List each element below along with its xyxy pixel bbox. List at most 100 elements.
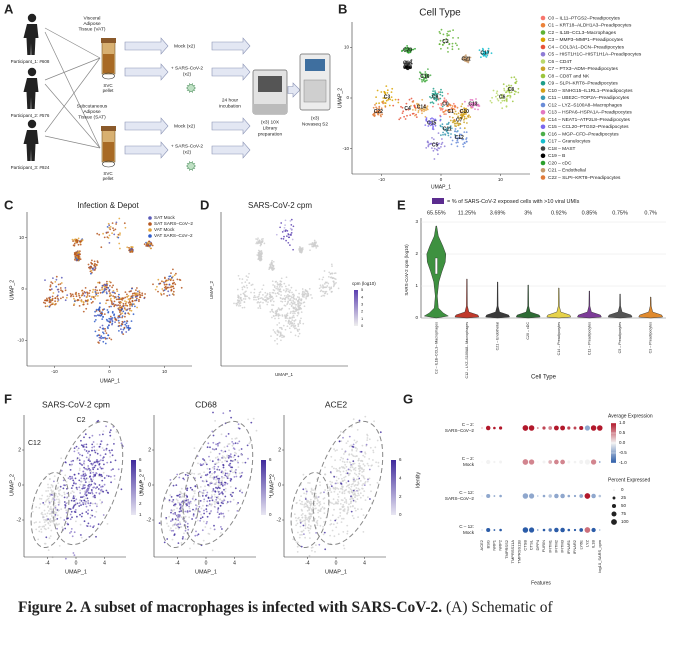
cell-point (186, 525, 189, 528)
cell-point (48, 301, 51, 304)
legend-tick: -1.0 (619, 460, 627, 465)
cluster-tag: C11 (443, 126, 452, 132)
cell-point (46, 512, 49, 515)
cell-point (71, 477, 74, 480)
cell-point (431, 117, 433, 119)
cell-point (53, 505, 55, 508)
cell-point (369, 483, 372, 486)
cell-point (91, 491, 93, 494)
cell-point (66, 522, 69, 525)
cell-point (421, 98, 424, 101)
cell-point (288, 291, 291, 294)
cell-point (47, 483, 49, 486)
cell-point (407, 66, 410, 68)
cell-point (345, 488, 347, 491)
cell-point (454, 128, 457, 130)
expression-dot (536, 427, 539, 429)
panel-title: CD68 (195, 399, 217, 409)
cell-point (106, 337, 108, 340)
cell-point (451, 48, 454, 51)
cell-point (442, 44, 444, 46)
cell-point (414, 47, 416, 50)
cell-point (104, 287, 106, 290)
expression-dot (554, 493, 559, 499)
cell-point (299, 518, 302, 521)
cell-point (342, 504, 345, 506)
cell-point (203, 498, 206, 501)
legend-label: C7 – PTX3–ADM–Preadipocytes (548, 66, 618, 72)
cell-point (353, 492, 356, 495)
cell-point (116, 288, 118, 291)
cell-point (514, 82, 517, 85)
cell-point (122, 302, 125, 305)
cell-point (238, 303, 241, 305)
cell-point (50, 515, 53, 517)
cell-point (314, 497, 316, 500)
cell-point (363, 490, 366, 492)
cell-point (387, 98, 390, 101)
cell-point (121, 308, 124, 310)
cell-point (280, 283, 283, 286)
legend-label: C18 – MAST (548, 146, 576, 152)
cell-point (311, 520, 314, 522)
cell-point (78, 305, 81, 307)
cell-point (482, 49, 484, 52)
cell-point (439, 39, 442, 42)
cell-point (205, 494, 208, 496)
cell-point (163, 286, 166, 289)
legend-tick: -0.5 (619, 450, 627, 455)
cell-point (118, 322, 120, 324)
cell-point (172, 512, 175, 515)
cell-point (232, 471, 234, 474)
cell-point (448, 103, 451, 105)
cell-point (170, 511, 172, 514)
cell-point (265, 299, 267, 301)
cell-point (456, 145, 459, 148)
cell-point (45, 536, 48, 539)
cell-point (74, 511, 77, 513)
cell-point (286, 302, 289, 305)
cell-point (442, 131, 444, 134)
cell-point (440, 88, 442, 91)
cell-point (85, 456, 88, 459)
feature-label: TMPRSS11A (510, 540, 515, 564)
cell-point (390, 96, 393, 98)
cell-point (376, 89, 379, 92)
cell-point (323, 491, 325, 494)
cell-point (274, 292, 277, 295)
cell-point (181, 496, 184, 498)
cell-point (437, 147, 440, 149)
y-tick-label: 0 (21, 286, 24, 291)
cell-point (83, 460, 86, 462)
cell-point (87, 522, 90, 525)
cell-point (291, 238, 294, 241)
cell-point (241, 471, 244, 474)
cell-point (353, 485, 356, 487)
cell-point (247, 276, 249, 279)
legend-label: C11 – UBE2C–TOP2A–Preadipocytes (548, 95, 630, 101)
cell-point (192, 513, 195, 516)
cell-point (352, 497, 354, 500)
cell-point (110, 481, 112, 484)
cell-point (94, 310, 96, 313)
cell-point (51, 486, 54, 488)
cell-point (239, 302, 242, 304)
cell-point (202, 520, 205, 523)
legend-label: C6 – CD4T (548, 59, 572, 65)
cell-point (289, 303, 291, 305)
cell-point (353, 472, 356, 475)
y-tick-label: -2 (17, 517, 22, 523)
colorbar (131, 460, 136, 515)
cell-point (337, 496, 340, 498)
cell-point (216, 490, 219, 493)
cell-point (73, 450, 76, 453)
cell-point (293, 310, 295, 313)
cell-point (472, 101, 475, 104)
cell-point (199, 519, 202, 522)
cell-point (432, 142, 435, 145)
cell-point (376, 481, 379, 484)
cell-point (45, 499, 48, 502)
cell-point (470, 102, 472, 105)
expression-dot (486, 527, 491, 533)
cell-point (343, 492, 346, 495)
